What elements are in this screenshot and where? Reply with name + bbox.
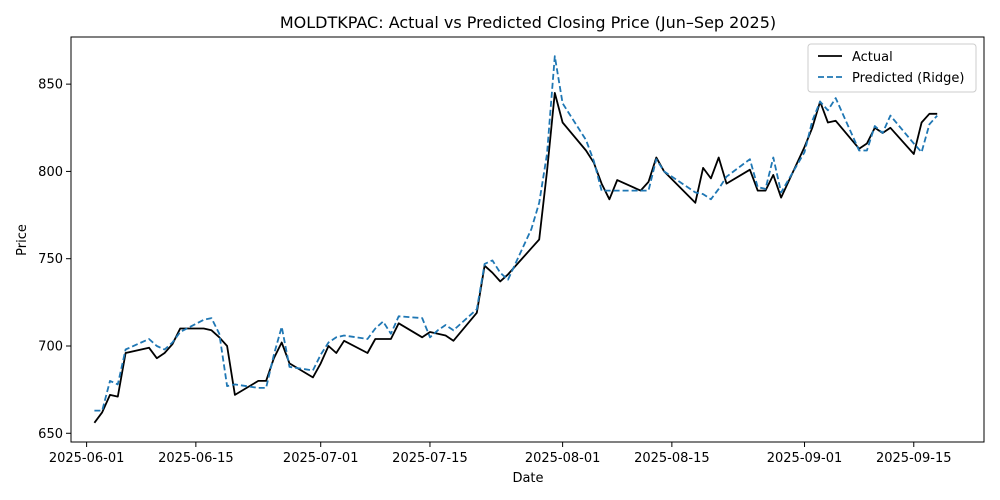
- series-line-predicted-ridge: [94, 55, 938, 412]
- x-tick-label: 2025-09-01: [767, 451, 843, 466]
- y-tick-label: 750: [38, 252, 63, 267]
- x-tick-label: 2025-09-15: [876, 451, 952, 466]
- x-axis-label: Date: [512, 471, 543, 486]
- x-tick-label: 2025-07-15: [392, 451, 468, 466]
- plot-frame: [70, 36, 985, 443]
- x-tick-label: 2025-06-01: [49, 451, 125, 466]
- y-tick-label: 850: [38, 78, 63, 93]
- legend-box: [807, 43, 977, 93]
- x-axis: 2025-06-01 2025-06-15 2025-07-01 2025-07-15…: [49, 442, 952, 466]
- y-axis: 650 700 750 800 850: [38, 78, 71, 442]
- legend-label-predicted: Predicted (Ridge): [852, 71, 964, 86]
- x-tick-label: 2025-08-15: [634, 451, 710, 466]
- legend-label-actual: Actual: [852, 50, 893, 65]
- x-tick-label: 2025-08-01: [525, 451, 601, 466]
- legend: Actual Predicted (Ridge): [807, 43, 977, 93]
- y-tick-label: 700: [38, 339, 63, 354]
- x-tick-label: 2025-06-15: [158, 451, 234, 466]
- x-tick-label: 2025-07-01: [283, 451, 359, 466]
- y-axis-label: Price: [15, 224, 30, 256]
- series-layer: [93, 55, 938, 424]
- chart-title: MOLDTKPAC: Actual vs Predicted Closing P…: [280, 13, 776, 32]
- y-tick-label: 650: [38, 427, 63, 442]
- y-tick-label: 800: [38, 165, 63, 180]
